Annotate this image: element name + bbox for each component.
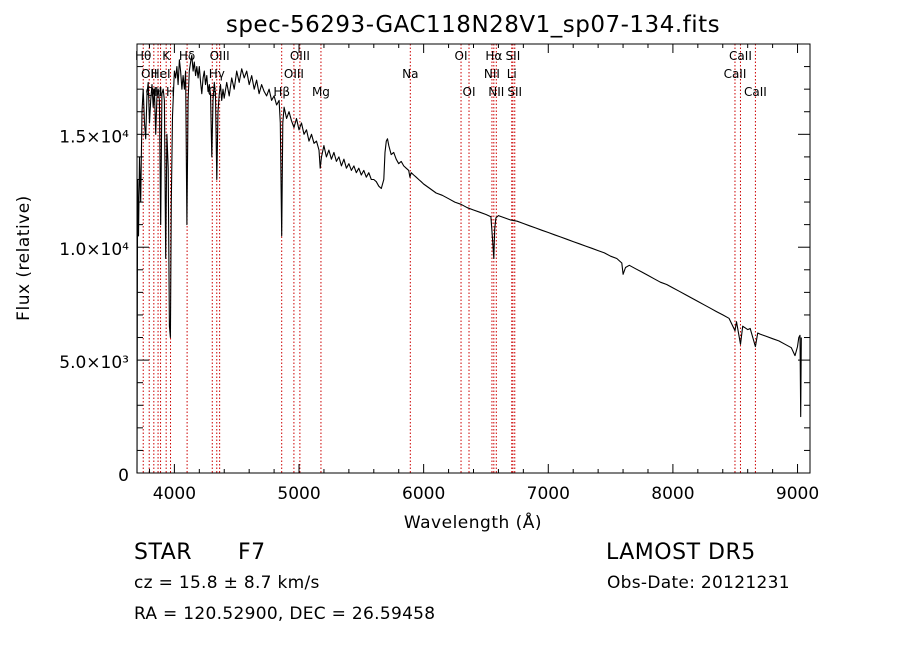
- marker-label-18: NII: [484, 67, 500, 81]
- y-tick-label-3: 1.5×10⁴: [59, 127, 129, 147]
- sky-coordinates: RA = 120.52900, DEC = 26.59458: [134, 604, 436, 624]
- spectrum-line: [136, 54, 802, 474]
- marker-label-20: NII: [488, 85, 504, 99]
- x-axis-ticks: 4000 5000 6000 7000 8000 9000: [148, 44, 819, 504]
- y-axis-label: Flux (relative): [14, 195, 34, 321]
- marker-label-22: SII: [506, 49, 521, 63]
- x-tick-label-0: 4000: [153, 484, 196, 504]
- spectral-line-markers: [142, 44, 756, 473]
- survey-name: LAMOST DR5: [606, 540, 756, 565]
- marker-label-1: OII: [141, 67, 158, 81]
- marker-label-17: OI: [463, 85, 476, 99]
- marker-label-10: OIII: [210, 49, 230, 63]
- marker-label-4: HeI: [151, 67, 171, 81]
- marker-label-21: Li: [507, 67, 517, 81]
- x-axis-label: Wavelength (Å): [404, 511, 542, 533]
- observation-date: Obs-Date: 20121231: [607, 573, 790, 593]
- marker-label-13: OIII: [290, 49, 310, 63]
- y-tick-label-1: 5.0×10³: [59, 353, 129, 373]
- marker-label-7: Hδ: [179, 49, 195, 63]
- marker-label-11: Hβ: [273, 85, 290, 99]
- marker-label-5: K: [162, 49, 171, 63]
- marker-label-25: CaII: [729, 49, 752, 63]
- x-tick-label-3: 7000: [527, 484, 570, 504]
- x-tick-label-4: 8000: [651, 484, 694, 504]
- object-subclass: F7: [238, 540, 266, 565]
- marker-label-9: Hγ: [209, 67, 225, 81]
- chart-title: spec-56293-GAC118N28V1_sp07-134.fits: [226, 12, 720, 38]
- y-tick-label-2: 1.0×10⁴: [59, 240, 129, 260]
- x-tick-label-1: 5000: [277, 484, 320, 504]
- marker-label-6: H: [166, 85, 175, 99]
- marker-label-12: OIII: [284, 67, 304, 81]
- marker-label-8: G: [208, 85, 217, 99]
- redshift-velocity: cz = 15.8 ± 8.7 km/s: [134, 573, 320, 593]
- marker-label-19: Hα: [485, 49, 502, 63]
- object-class: STAR: [134, 540, 193, 565]
- spectral-line-labels: HθOIIOIIHHeIKHHδGHγOIIIHβOIIIOIIIMgNaOIO…: [135, 49, 767, 99]
- y-tick-label-0: 0: [118, 466, 129, 486]
- marker-label-24: CaII: [724, 67, 747, 81]
- plot-frame: [136, 43, 811, 474]
- marker-label-23: SII: [507, 85, 522, 99]
- y-axis-ticks: 0 5.0×10³ 1.0×10⁴ 1.5×10⁴: [59, 66, 810, 486]
- marker-label-0: Hθ: [135, 49, 151, 63]
- marker-label-15: Na: [402, 67, 418, 81]
- marker-label-14: Mg: [312, 85, 330, 99]
- x-tick-label-5: 9000: [776, 484, 819, 504]
- x-tick-label-2: 6000: [402, 484, 445, 504]
- marker-label-26: CaII: [744, 85, 767, 99]
- marker-label-16: OI: [455, 49, 468, 63]
